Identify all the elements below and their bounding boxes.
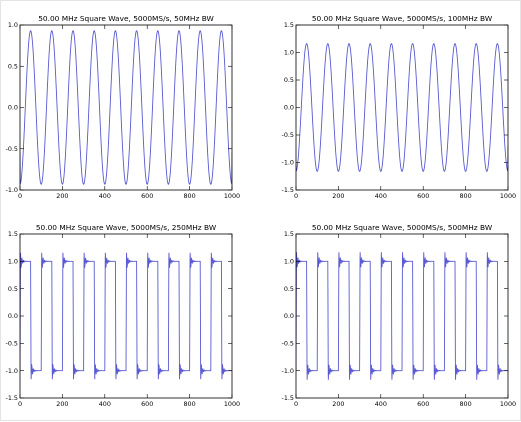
y-tick-label: 0.0 [8,104,18,112]
series-line [296,43,508,172]
y-tick-label: 0.5 [8,62,18,70]
plot-frame [295,24,509,191]
x-tick-label: 800 [183,192,195,200]
y-tick-label: -1.5 [282,394,294,402]
y-tick-label: -0.5 [282,340,294,348]
x-tick-label: 800 [183,400,195,408]
x-tick-label: 400 [99,192,111,200]
y-tick-label: -1.0 [6,186,18,194]
x-tick-label: 600 [417,400,429,408]
x-tick-label: 400 [375,192,387,200]
x-tick-label: 200 [56,400,68,408]
series-line [20,252,232,380]
y-tick-label: -1.0 [6,367,18,375]
x-tick-label: 800 [459,192,471,200]
x-tick-label: 0 [294,192,298,200]
x-tick-label: 400 [99,400,111,408]
subplot-title: 50.00 MHz Square Wave, 5000MS/s, 250MHz … [36,223,217,232]
y-tick-label: 0.0 [284,312,294,320]
series-line [20,30,232,185]
x-tick-label: 200 [56,192,68,200]
y-tick-label: 0.5 [284,285,294,293]
y-tick-label: 1.0 [8,21,18,29]
x-tick-label: 0 [294,400,298,408]
y-tick-label: 1.0 [8,258,18,266]
y-tick-label: 0.0 [284,104,294,112]
x-tick-label: 600 [417,192,429,200]
y-tick-label: 1.0 [284,49,294,57]
x-tick-label: 0 [18,400,22,408]
y-tick-label: 1.5 [284,230,294,238]
x-tick-label: 800 [459,400,471,408]
x-tick-label: 1000 [224,192,240,200]
x-tick-label: 0 [18,192,22,200]
y-tick-label: -1.5 [6,394,18,402]
subplot-title: 50.00 MHz Square Wave, 5000MS/s, 50MHz B… [38,14,214,23]
y-tick-label: -1.0 [282,159,294,167]
y-tick-label: 1.5 [284,21,294,29]
x-tick-label: 1000 [224,400,240,408]
subplot-title: 50.00 MHz Square Wave, 5000MS/s, 500MHz … [312,223,493,232]
x-tick-label: 200 [332,400,344,408]
y-tick-label: 0.5 [284,76,294,84]
x-tick-label: 400 [375,400,387,408]
x-tick-label: 1000 [500,192,516,200]
y-tick-label: -1.0 [282,367,294,375]
subplot-4: 50.00 MHz Square Wave, 5000MS/s, 500MHz … [282,223,517,408]
subplot-title: 50.00 MHz Square Wave, 5000MS/s, 100MHz … [312,14,493,23]
y-tick-label: -0.5 [6,145,18,153]
subplot-1: 50.00 MHz Square Wave, 5000MS/s, 50MHz B… [6,14,241,200]
x-tick-label: 600 [141,192,153,200]
subplot-2: 50.00 MHz Square Wave, 5000MS/s, 100MHz … [282,14,517,200]
y-tick-label: 0.0 [8,312,18,320]
y-tick-label: 1.5 [8,230,18,238]
plot-frame [19,24,233,191]
y-tick-label: -0.5 [282,131,294,139]
x-tick-label: 200 [332,192,344,200]
y-tick-label: 1.0 [284,258,294,266]
subplot-3: 50.00 MHz Square Wave, 5000MS/s, 250MHz … [6,223,241,408]
x-tick-label: 600 [141,400,153,408]
y-tick-label: -0.5 [6,340,18,348]
x-tick-label: 1000 [500,400,516,408]
y-tick-label: -1.5 [282,186,294,194]
y-tick-label: 0.5 [8,285,18,293]
series-line [296,252,508,380]
